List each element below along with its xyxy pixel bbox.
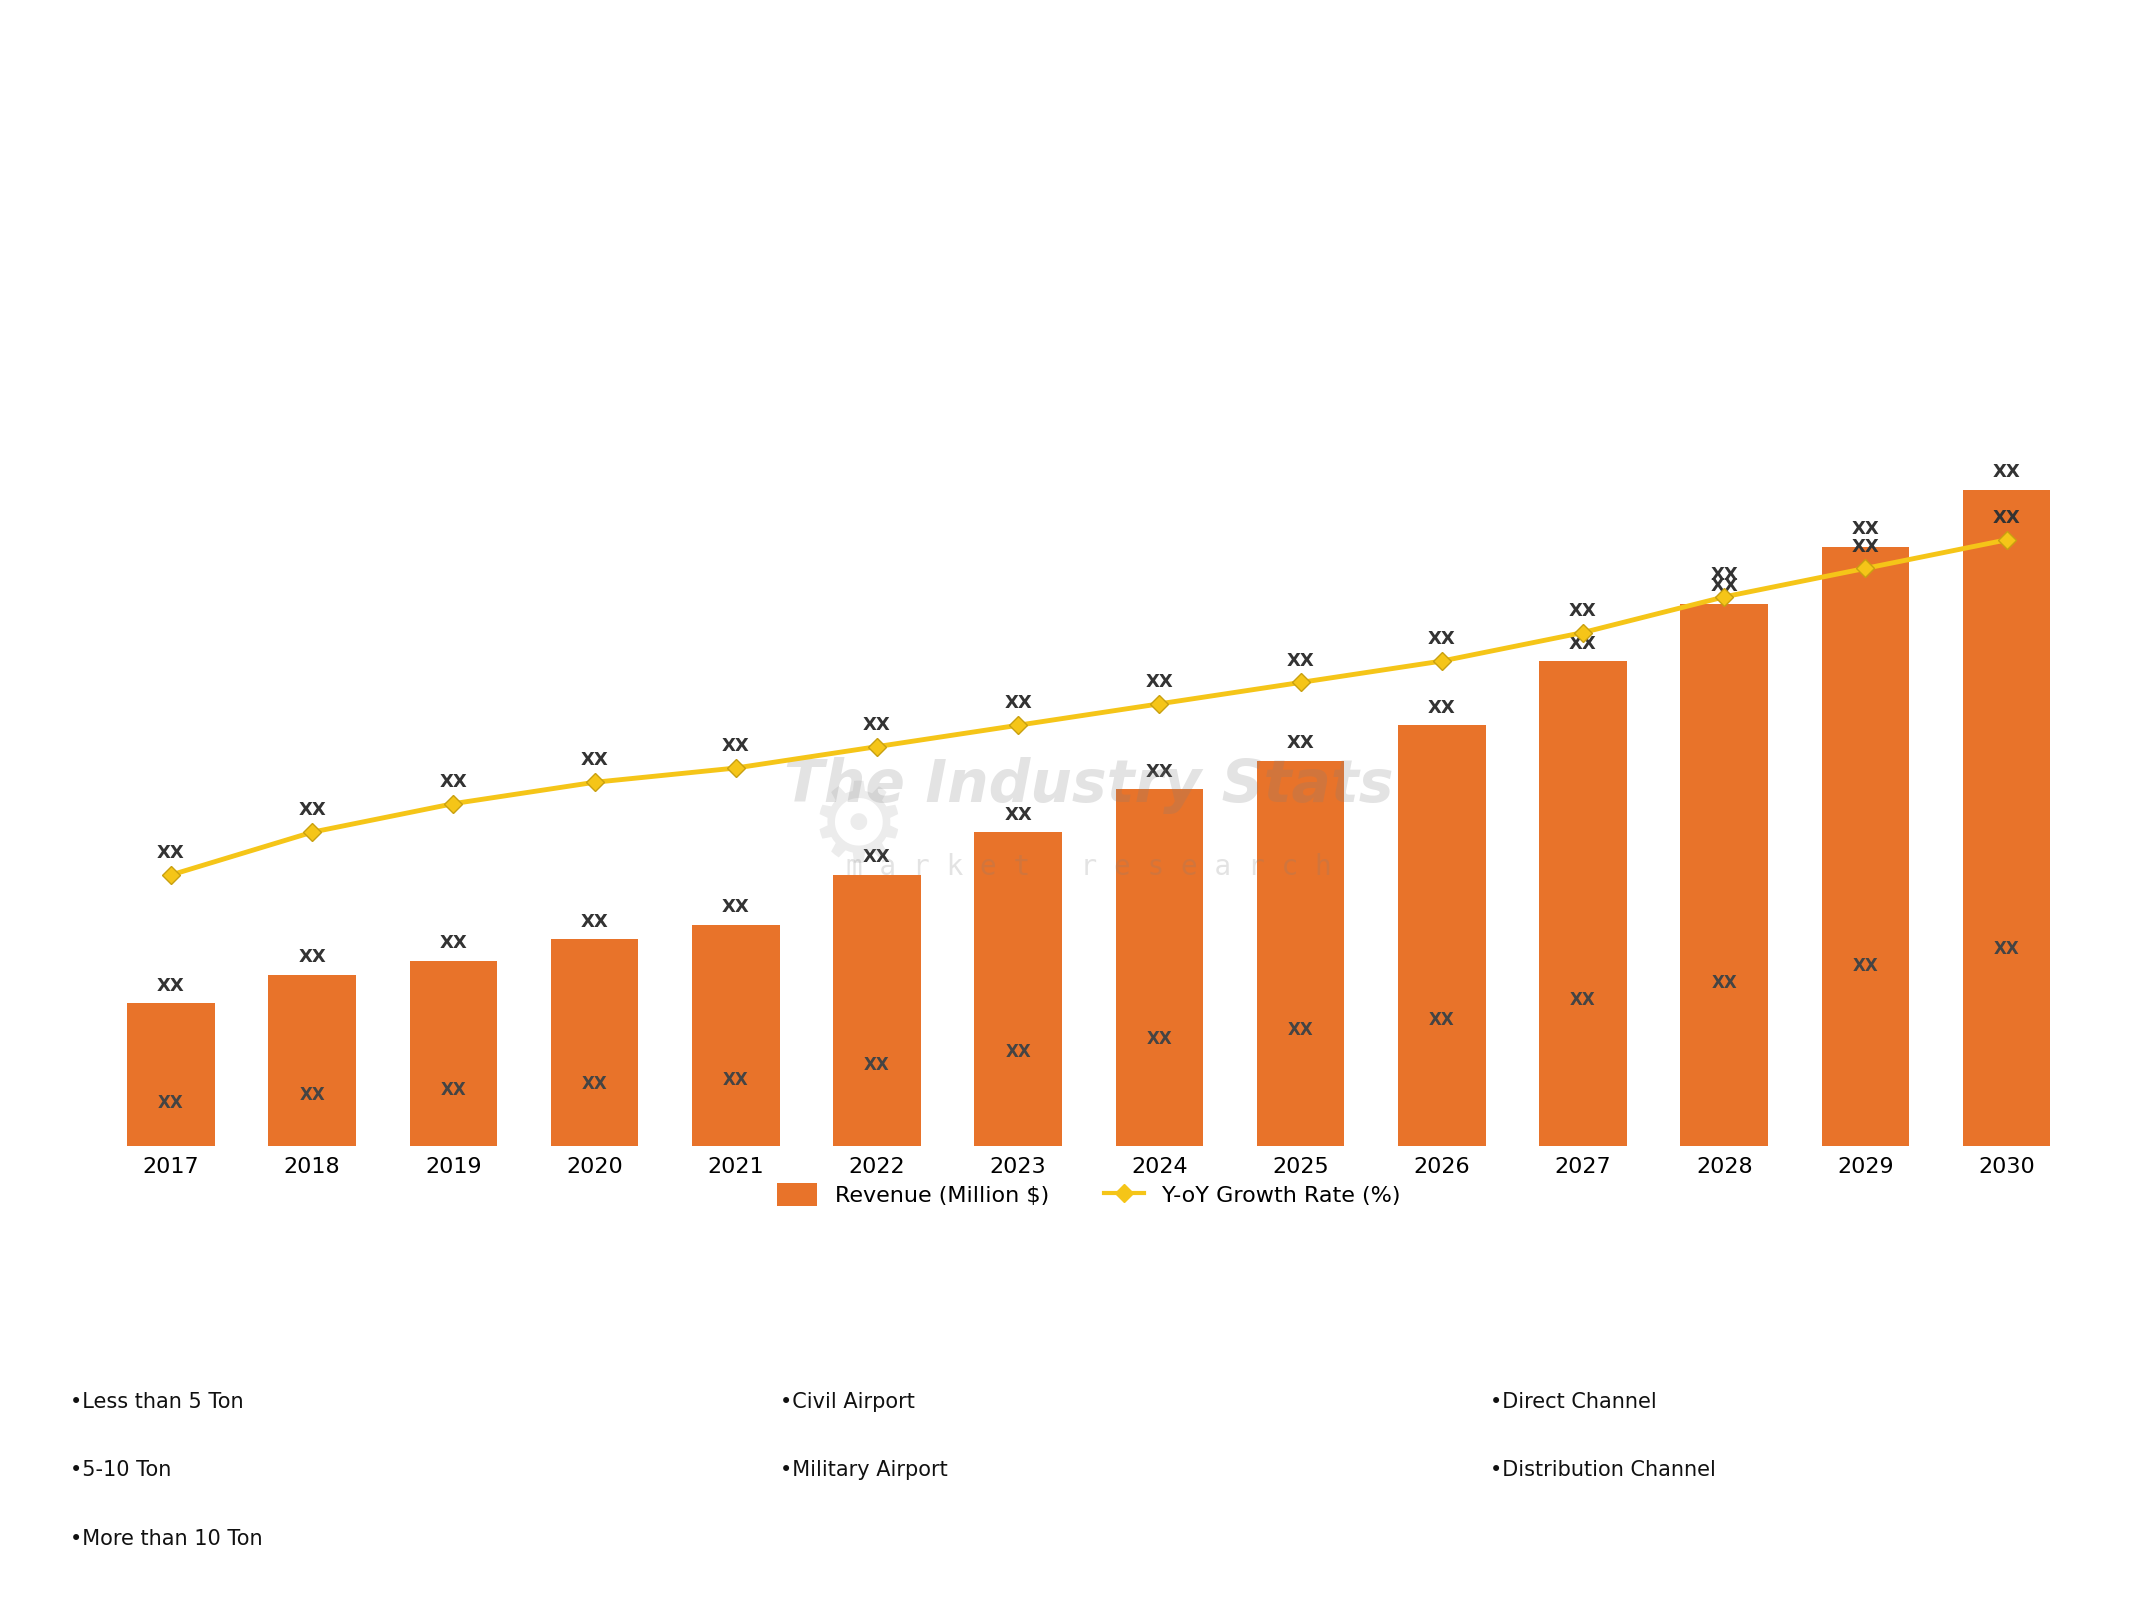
Text: Website: www.theindustrystats.com: Website: www.theindustrystats.com	[1589, 1562, 1990, 1581]
Text: XX: XX	[157, 1094, 183, 1112]
Bar	[1257, 760, 1345, 1146]
Text: XX: XX	[722, 898, 750, 916]
Text: XX: XX	[1145, 763, 1173, 781]
Text: XX: XX	[722, 738, 750, 755]
Text: Email: sales@theindustrystats.com: Email: sales@theindustrystats.com	[886, 1562, 1270, 1581]
Text: XX: XX	[722, 1070, 748, 1088]
Text: XX: XX	[1570, 601, 1598, 620]
Text: XX: XX	[1147, 1030, 1173, 1048]
Bar	[1962, 490, 2050, 1146]
Text: XX: XX	[298, 802, 326, 820]
Bar	[1822, 546, 1910, 1146]
Text: XX: XX	[1710, 566, 1738, 583]
Text: XX: XX	[862, 848, 890, 866]
Text: XX: XX	[1005, 694, 1033, 712]
Text: Application: Application	[1005, 1302, 1151, 1327]
Text: XX: XX	[1710, 577, 1738, 596]
Text: XX: XX	[157, 844, 185, 861]
Text: XX: XX	[440, 934, 468, 951]
Text: XX: XX	[1427, 630, 1455, 648]
Legend: Revenue (Million $), Y-oY Growth Rate (%): Revenue (Million $), Y-oY Growth Rate (%…	[776, 1183, 1401, 1205]
Text: •Less than 5 Ton

•5-10 Ton

•More than 10 Ton: •Less than 5 Ton •5-10 Ton •More than 10…	[69, 1392, 263, 1549]
Text: XX: XX	[1992, 463, 2020, 482]
Text: XX: XX	[582, 1075, 608, 1093]
Text: XX: XX	[580, 752, 608, 770]
Bar	[410, 961, 498, 1146]
Text: Product Types: Product Types	[276, 1302, 459, 1327]
Text: XX: XX	[1992, 509, 2020, 527]
Bar	[1115, 789, 1203, 1146]
Text: XX: XX	[1287, 651, 1315, 670]
Bar	[127, 1003, 216, 1146]
Text: ⚙: ⚙	[808, 776, 908, 884]
Text: XX: XX	[298, 948, 326, 966]
Text: XX: XX	[1570, 992, 1595, 1009]
Text: XX: XX	[440, 773, 468, 791]
Text: XX: XX	[1427, 699, 1455, 717]
Bar	[550, 938, 638, 1146]
Text: XX: XX	[1852, 958, 1878, 975]
Text: XX: XX	[1287, 1022, 1313, 1040]
Text: Source: Theindustrystats Analysis: Source: Theindustrystats Analysis	[93, 1562, 468, 1581]
Text: Sales Channels: Sales Channels	[1688, 1302, 1889, 1327]
Bar	[1539, 660, 1628, 1146]
Text: XX: XX	[300, 1086, 326, 1104]
Text: XX: XX	[865, 1056, 890, 1073]
Text: •Direct Channel

•Distribution Channel: •Direct Channel •Distribution Channel	[1490, 1392, 1716, 1480]
Bar	[832, 874, 921, 1146]
Text: XX: XX	[1005, 1043, 1031, 1061]
Bar	[267, 975, 356, 1146]
Text: m a r k e t   r e s e a r c h: m a r k e t r e s e a r c h	[845, 853, 1332, 881]
Text: The Industry Stats: The Industry Stats	[785, 757, 1393, 813]
Text: XX: XX	[1429, 1011, 1455, 1028]
Bar	[975, 832, 1063, 1146]
Text: Fig. Global Airport Dolly Market Status and Outlook: Fig. Global Airport Dolly Market Status …	[26, 259, 875, 288]
Bar	[1397, 725, 1485, 1146]
Text: XX: XX	[1994, 940, 2020, 958]
Text: XX: XX	[1570, 635, 1598, 652]
Text: XX: XX	[157, 977, 185, 995]
Bar	[692, 926, 780, 1146]
Text: XX: XX	[1852, 521, 1880, 538]
Text: XX: XX	[440, 1082, 466, 1099]
Text: XX: XX	[1287, 734, 1315, 752]
Text: XX: XX	[1005, 805, 1033, 824]
Text: XX: XX	[1852, 537, 1880, 556]
Text: XX: XX	[1712, 974, 1738, 993]
Text: •Civil Airport

•Military Airport: •Civil Airport •Military Airport	[780, 1392, 949, 1480]
Text: XX: XX	[862, 715, 890, 734]
Bar	[1680, 604, 1768, 1146]
Text: XX: XX	[580, 913, 608, 930]
Text: XX: XX	[1145, 673, 1173, 691]
